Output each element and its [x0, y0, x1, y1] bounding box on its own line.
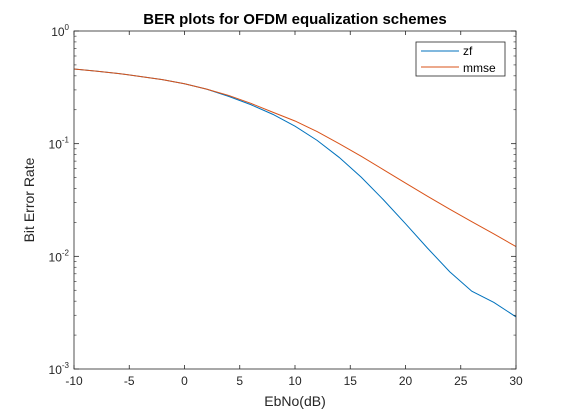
x-tick-label: 15 — [344, 374, 358, 388]
series-line-mmse — [73, 68, 517, 248]
y-tick-label: 10-1 — [49, 136, 70, 152]
x-tick-label: 25 — [454, 374, 468, 388]
y-tick-label: 10-2 — [49, 248, 70, 264]
plot-area — [74, 31, 516, 369]
legend-label-mmse: mmse — [463, 61, 496, 75]
series-layer — [73, 68, 517, 318]
y-tick-label: 100 — [51, 23, 69, 39]
chart-title: BER plots for OFDM equalization schemes — [143, 11, 446, 28]
y-ticks: 100 10-1 10-2 10-3 — [49, 23, 516, 377]
x-tick-label: 10 — [288, 374, 302, 388]
x-tick-label: -10 — [65, 374, 83, 388]
y-tick-label: 10-3 — [49, 361, 70, 377]
x-ticks: -10 -5 0 5 10 15 20 25 30 — [65, 31, 523, 388]
x-tick-label: 20 — [399, 374, 413, 388]
x-tick-label: 5 — [236, 374, 243, 388]
x-tick-label: 0 — [181, 374, 188, 388]
legend-box — [415, 41, 506, 77]
x-tick-label: -5 — [124, 374, 135, 388]
legend: zf mmse — [415, 41, 506, 77]
y-axis-label: Bit Error Rate — [21, 157, 37, 242]
legend-label-zf: zf — [463, 44, 473, 58]
x-tick-label: 30 — [509, 374, 523, 388]
x-axis-label: EbNo(dB) — [264, 393, 325, 409]
